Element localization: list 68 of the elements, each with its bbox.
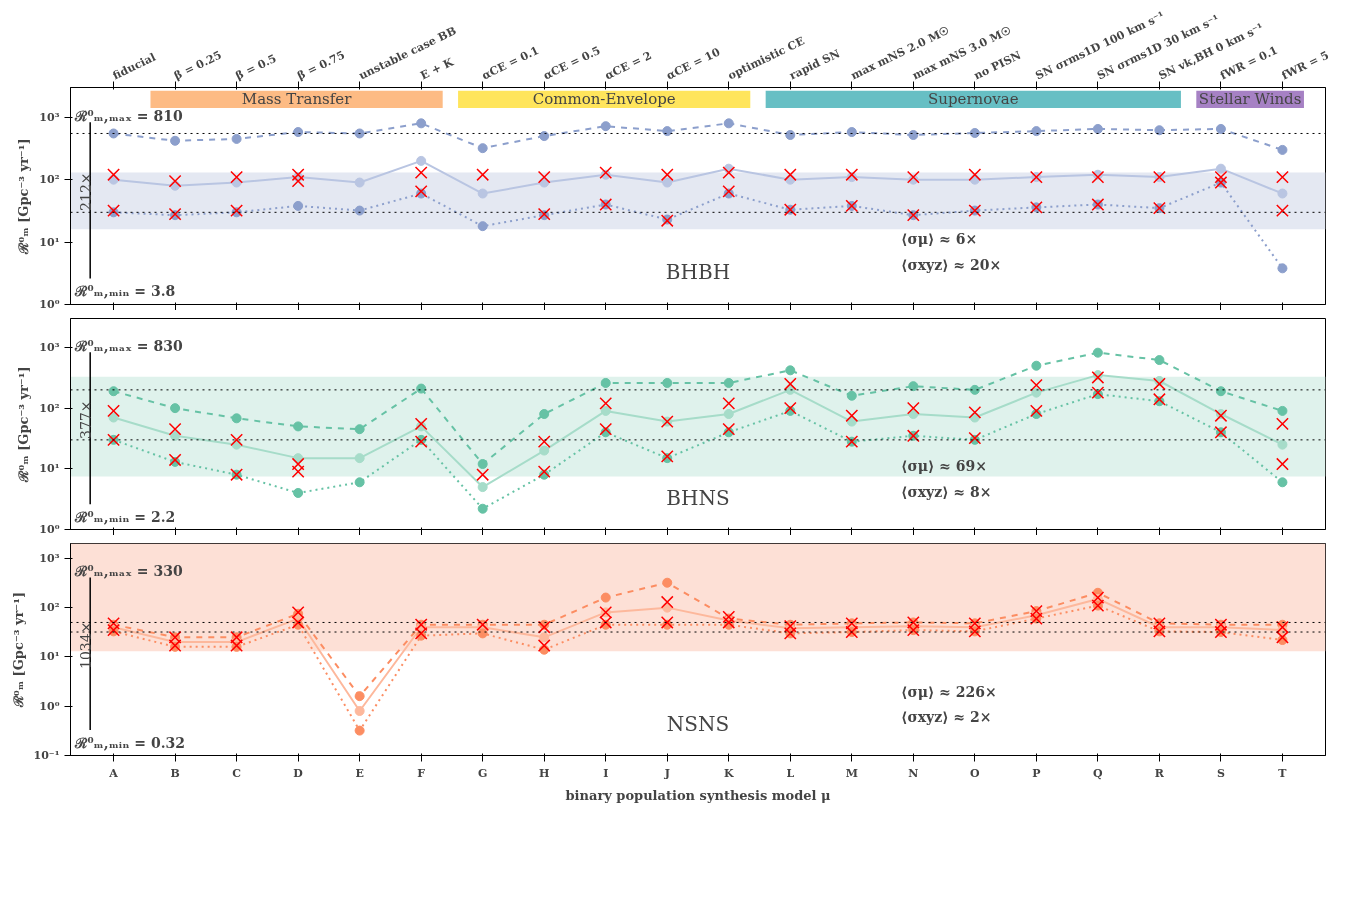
y-tick-label: 10¹ [39, 462, 60, 476]
band-label: Stellar Winds [1198, 90, 1302, 109]
annotation: ⟨σμ⟩ ≈ 69× [901, 458, 988, 475]
text: αCE = 10 [664, 45, 723, 83]
annotation: ℛ⁰ₘ,ₘₐₓ = 810 [74, 107, 183, 124]
x-tick-label: G [477, 766, 488, 780]
x-tick-label: L [786, 766, 795, 780]
annotation: ⟨σxyz⟩ ≈ 20× [901, 257, 1002, 274]
x-tick-label: H [539, 766, 550, 780]
y-axis-title: ℛ⁰ₘ [Gpc⁻³ yr⁻¹] [16, 366, 32, 483]
y-tick-label: 10¹ [39, 650, 60, 664]
text: β = 0.75 [295, 48, 347, 83]
x-tick-label: I [603, 766, 609, 780]
band-label: Supernovae [928, 90, 1019, 109]
y-tick-label: 10² [39, 401, 60, 415]
annotation: 1034× [77, 621, 94, 669]
x-tick-label: K [723, 766, 734, 780]
x-tick-label: E [355, 766, 364, 780]
x-tick-label: A [108, 766, 119, 780]
y-tick-label: 10³ [39, 340, 60, 354]
x-tick-label: P [1032, 766, 1041, 780]
x-tick-label: N [908, 766, 919, 780]
annotation: ⟨σxyz⟩ ≈ 8× [901, 483, 992, 500]
y-tick-label: 10⁰ [39, 699, 60, 713]
x-tick-label: T [1278, 766, 1288, 780]
text: αCE = 0.5 [541, 43, 603, 83]
x-tick-label: S [1216, 766, 1225, 780]
x-tick-label: M [845, 766, 858, 780]
x-tick-label: O [970, 766, 981, 780]
y-axis-title: ℛ⁰ₘ [Gpc⁻³ yr⁻¹] [10, 591, 26, 709]
annotation: ⟨σxyz⟩ ≈ 2× [901, 709, 992, 726]
band-label: Mass Transfer [241, 90, 353, 109]
x-axis-title: binary population synthesis model μ [565, 787, 831, 803]
annotation: ℛ⁰ₘ,ₘᵢₙ = 3.8 [74, 283, 176, 300]
annotation: ⟨σμ⟩ ≈ 6× [901, 231, 978, 248]
annotation: BHNS [666, 485, 730, 510]
y-tick-label: 10⁻¹ [33, 749, 60, 762]
y-tick-label: 10³ [39, 110, 60, 124]
x-tick-label: F [417, 766, 426, 780]
annotation: NSNS [666, 711, 730, 736]
text: β = 0.5 [233, 51, 279, 83]
annotation: ⟨σμ⟩ ≈ 226× [901, 683, 997, 700]
y-tick-label: 10³ [39, 551, 60, 565]
x-tick-label: C [232, 766, 242, 780]
text: β = 0.25 [172, 48, 224, 83]
annotation: BHBH [665, 259, 731, 284]
annotation: 377× [77, 400, 94, 440]
y-tick-label: 10⁰ [39, 297, 60, 311]
annotation: ℛ⁰ₘ,ₘᵢₙ = 2.2 [74, 508, 176, 525]
y-tick-label: 10⁰ [39, 522, 60, 536]
text: E + K [418, 55, 456, 83]
x-tick-label: R [1154, 766, 1165, 780]
annotation: ℛ⁰ₘ,ₘₐₓ = 330 [74, 563, 183, 580]
text: αCE = 2 [602, 48, 654, 83]
y-tick-label: 10² [39, 173, 60, 187]
annotation: ℛ⁰ₘ,ₘᵢₙ = 0.32 [74, 734, 186, 751]
x-tick-label: D [293, 766, 304, 780]
y-axis-title: ℛ⁰ₘ [Gpc⁻³ yr⁻¹] [16, 138, 32, 255]
text: fWR = 5 [1279, 48, 1331, 83]
band-label: Common-Envelope [532, 90, 676, 109]
x-tick-label: J [663, 766, 670, 780]
annotation: ℛ⁰ₘ,ₘₐₓ = 830 [74, 337, 183, 354]
y-tick-label: 10² [39, 601, 60, 615]
x-tick-label: Q [1093, 766, 1104, 780]
x-tick-label: B [170, 766, 180, 780]
text: αCE = 0.1 [479, 43, 541, 83]
y-tick-label: 10¹ [39, 235, 60, 249]
annotation: 212× [77, 172, 94, 211]
